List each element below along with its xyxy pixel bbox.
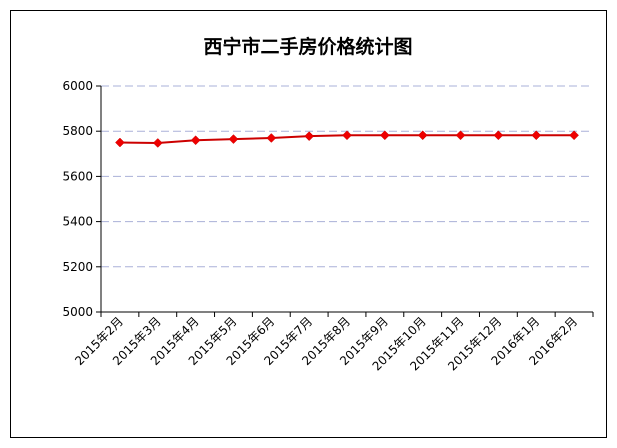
data-point-10 <box>455 130 466 141</box>
chart-title: 西宁市二手房价格统计图 <box>203 35 412 58</box>
chart-frame <box>10 10 607 438</box>
data-point-11 <box>493 130 504 141</box>
data-point-8 <box>379 130 390 141</box>
y-tick-labels: 5000 5200 5400 5600 5800 6000 <box>62 79 93 319</box>
x-tick-labels: 2015年2月2015年3月2015年4月2015年5月2015年6月2015年… <box>72 314 580 373</box>
data-markers <box>115 130 579 148</box>
axes <box>96 85 594 317</box>
data-point-1 <box>115 137 125 148</box>
data-point-13 <box>569 130 579 141</box>
y-tick-label-5000: 5000 <box>62 305 93 319</box>
gridlines <box>101 85 593 268</box>
data-point-5 <box>266 133 277 143</box>
y-tick-label-5800: 5800 <box>62 124 93 138</box>
y-tick-label-6000: 6000 <box>62 79 93 93</box>
data-point-12 <box>531 130 542 141</box>
data-point-2 <box>152 138 163 148</box>
data-point-3 <box>190 135 201 146</box>
data-point-9 <box>417 130 428 141</box>
data-point-7 <box>342 130 352 141</box>
y-tick-label-5200: 5200 <box>62 260 93 274</box>
data-point-6 <box>304 131 315 142</box>
y-tick-label-5600: 5600 <box>62 169 93 183</box>
data-point-4 <box>228 134 239 144</box>
y-tick-label-5400: 5400 <box>62 215 93 229</box>
